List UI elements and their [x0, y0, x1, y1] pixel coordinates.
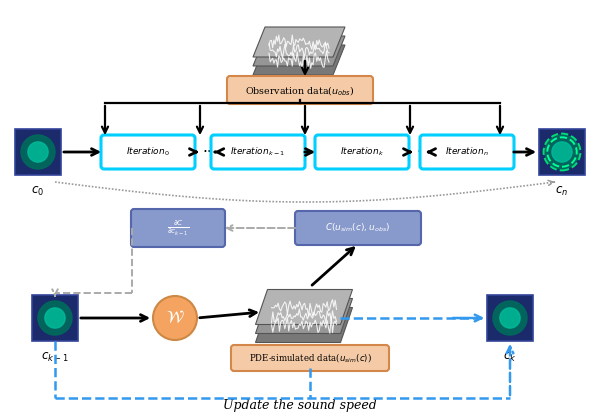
FancyBboxPatch shape — [420, 135, 514, 169]
FancyBboxPatch shape — [227, 76, 373, 104]
Text: $\frac{\partial C}{\partial c_{k-1}}$: $\frac{\partial C}{\partial c_{k-1}}$ — [167, 218, 189, 237]
Text: $c_n$: $c_n$ — [556, 185, 569, 197]
FancyBboxPatch shape — [32, 295, 78, 341]
Polygon shape — [256, 307, 353, 342]
Text: $\mathcal{W}$: $\mathcal{W}$ — [166, 309, 184, 326]
Text: $Iteration_n$: $Iteration_n$ — [445, 146, 489, 158]
FancyBboxPatch shape — [101, 135, 195, 169]
Text: Observation data($u_{obs}$): Observation data($u_{obs}$) — [245, 84, 355, 96]
Circle shape — [45, 308, 65, 328]
Circle shape — [28, 142, 48, 162]
FancyBboxPatch shape — [211, 135, 305, 169]
Text: ···: ··· — [203, 145, 217, 159]
FancyBboxPatch shape — [539, 129, 585, 175]
Circle shape — [552, 142, 572, 162]
FancyBboxPatch shape — [315, 135, 409, 169]
Circle shape — [21, 135, 55, 169]
FancyBboxPatch shape — [131, 209, 225, 247]
Circle shape — [493, 301, 527, 335]
Text: $c_k$: $c_k$ — [503, 351, 517, 363]
Polygon shape — [253, 36, 345, 66]
Text: $C(u_{sim}(c), u_{obs})$: $C(u_{sim}(c), u_{obs})$ — [325, 222, 391, 234]
FancyBboxPatch shape — [231, 345, 389, 371]
FancyBboxPatch shape — [295, 211, 421, 245]
Polygon shape — [253, 45, 345, 75]
Text: ···: ··· — [416, 145, 431, 159]
Circle shape — [500, 308, 520, 328]
Circle shape — [545, 135, 579, 169]
Circle shape — [38, 301, 72, 335]
Text: $Iteration_k$: $Iteration_k$ — [340, 146, 384, 158]
Polygon shape — [253, 27, 345, 57]
Text: $c_{k-1}$: $c_{k-1}$ — [41, 351, 69, 363]
Text: $Iteration_0$: $Iteration_0$ — [126, 146, 170, 158]
Polygon shape — [256, 290, 353, 325]
Text: PDE-simulated data($u_{sim}(c)$): PDE-simulated data($u_{sim}(c)$) — [248, 351, 371, 365]
Text: $Iteration_{k-1}$: $Iteration_{k-1}$ — [230, 146, 286, 158]
Circle shape — [153, 296, 197, 340]
Text: $c_0$: $c_0$ — [31, 185, 44, 197]
Text: Update the sound speed: Update the sound speed — [223, 398, 377, 412]
Polygon shape — [256, 299, 353, 333]
FancyBboxPatch shape — [487, 295, 533, 341]
FancyBboxPatch shape — [15, 129, 61, 175]
